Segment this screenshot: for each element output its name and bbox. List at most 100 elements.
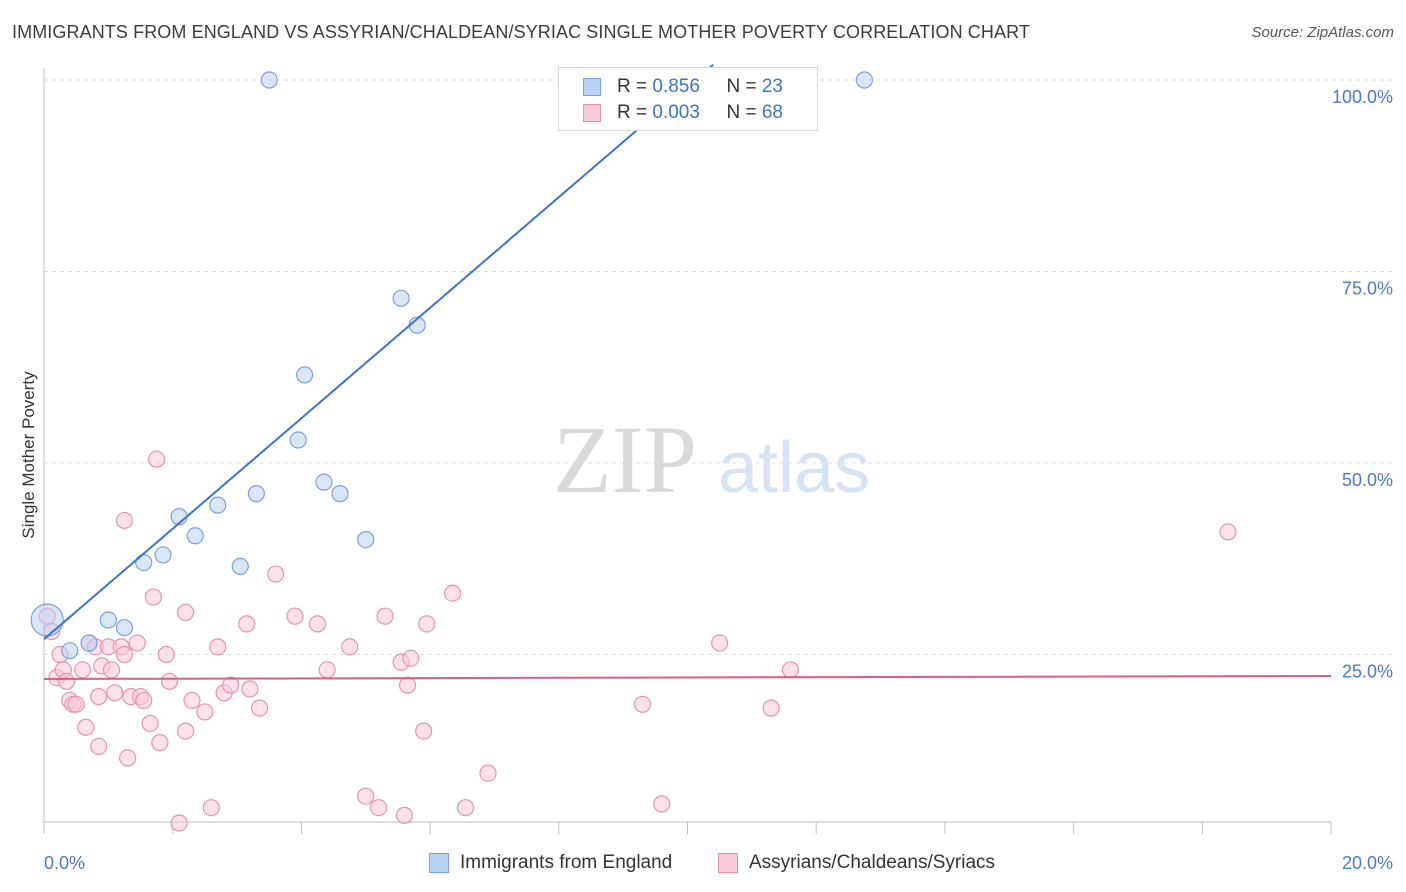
point-england: [209, 496, 227, 514]
point-england: [61, 642, 79, 660]
y-tick-label: 75.0%: [1342, 279, 1393, 299]
point-assyrian: [376, 607, 394, 625]
trend-line-england: [43, 63, 714, 640]
y-tick-label: 25.0%: [1342, 662, 1393, 682]
point-assyrian: [238, 615, 256, 633]
legend-swatch-assyrian: [583, 104, 601, 122]
point-assyrian: [90, 688, 108, 706]
watermark-atlas: atlas: [718, 428, 870, 508]
point-england: [260, 71, 278, 89]
point-assyrian: [308, 615, 327, 633]
trend-lines: [43, 63, 1332, 681]
point-england: [231, 557, 249, 576]
point-england: [30, 603, 64, 637]
point-assyrian: [74, 661, 92, 679]
point-assyrian: [157, 645, 175, 664]
point-assyrian: [148, 450, 166, 468]
point-assyrian: [267, 565, 285, 583]
point-england: [296, 366, 314, 384]
legend-r-value: 0.003: [652, 102, 700, 123]
point-england: [99, 611, 117, 629]
y-tick-label: 100.0%: [1332, 87, 1393, 107]
point-assyrian: [57, 672, 76, 690]
point-assyrian: [357, 787, 375, 805]
point-assyrian: [128, 634, 146, 652]
point-assyrian: [653, 795, 671, 813]
legend-r-value: 0.856: [652, 76, 700, 97]
point-england: [115, 619, 134, 637]
tick-labels: 25.0% 50.0% 75.0% 100.0% 0.0% 20.0%: [44, 87, 1393, 873]
point-assyrian: [250, 699, 269, 717]
point-assyrian: [196, 703, 214, 721]
point-assyrian: [77, 718, 95, 736]
x-tick-label: 20.0%: [1342, 853, 1393, 873]
point-assyrian: [119, 749, 137, 767]
point-england: [186, 527, 204, 545]
chart-title: IMMIGRANTS FROM ENGLAND VS ASSYRIAN/CHAL…: [12, 22, 1030, 42]
point-england: [392, 289, 410, 307]
point-england: [289, 431, 307, 449]
point-england: [247, 485, 265, 503]
point-assyrian: [115, 645, 134, 664]
point-assyrian: [102, 661, 121, 679]
point-assyrian: [90, 737, 108, 756]
point-assyrian: [183, 691, 201, 710]
watermark-zip: ZIP: [553, 406, 697, 513]
point-assyrian: [135, 691, 153, 710]
point-assyrian: [398, 676, 417, 694]
point-assyrian: [222, 676, 240, 694]
point-assyrian: [202, 799, 220, 817]
bottom-legend-label-england: Immigrants from England: [460, 852, 673, 873]
correlation-legend: R = 0.856 N = 23 R = 0.003 N = 68: [558, 67, 818, 131]
point-england: [315, 473, 333, 491]
point-assyrian: [286, 607, 304, 625]
point-assyrian: [151, 733, 169, 752]
bottom-legend-label-assyrian: Assyrians/Chaldeans/Syriacs: [749, 852, 996, 873]
point-assyrian: [1219, 523, 1237, 541]
point-assyrian: [144, 588, 162, 606]
point-assyrian: [106, 684, 124, 702]
legend-n-value: 68: [761, 102, 783, 123]
point-assyrian: [762, 699, 780, 717]
point-assyrian: [415, 722, 433, 740]
x-tick-label: 0.0%: [44, 853, 85, 873]
axes: [43, 68, 1332, 834]
point-assyrian: [170, 814, 188, 832]
point-england: [331, 485, 349, 503]
point-assyrian: [67, 695, 85, 713]
point-england: [80, 634, 98, 652]
point-assyrian: [209, 638, 227, 656]
legend-r-label: R =: [617, 102, 653, 123]
point-assyrian: [402, 649, 420, 667]
data-points: [30, 71, 1237, 832]
point-assyrian: [633, 695, 652, 713]
point-assyrian: [141, 714, 159, 733]
point-england: [357, 530, 375, 549]
point-england: [855, 71, 874, 89]
point-assyrian: [370, 799, 388, 817]
point-assyrian: [781, 661, 800, 679]
y-axis-label: Single Mother Poverty: [19, 371, 38, 539]
bottom-legend-swatch-england: [429, 853, 449, 873]
legend-r-label: R =: [617, 76, 653, 97]
point-assyrian: [444, 584, 462, 602]
legend-n-label: N =: [726, 102, 762, 123]
point-assyrian: [318, 661, 336, 679]
legend-swatch-england: [583, 78, 601, 96]
point-england: [135, 553, 153, 572]
point-assyrian: [176, 722, 195, 740]
point-assyrian: [395, 806, 413, 824]
watermark: ZIP atlas: [553, 406, 870, 513]
legend-n-label: N =: [726, 76, 762, 97]
point-assyrian: [711, 634, 729, 652]
point-assyrian: [479, 764, 497, 782]
point-assyrian: [160, 672, 179, 690]
point-england: [154, 546, 172, 564]
y-tick-label: 50.0%: [1342, 470, 1393, 490]
point-assyrian: [418, 615, 436, 633]
point-assyrian: [456, 799, 475, 817]
legend-n-value: 23: [761, 76, 783, 97]
bottom-legend-swatch-assyrian: [718, 853, 738, 873]
source-credit: Source: ZipAtlas.com: [1251, 24, 1394, 41]
